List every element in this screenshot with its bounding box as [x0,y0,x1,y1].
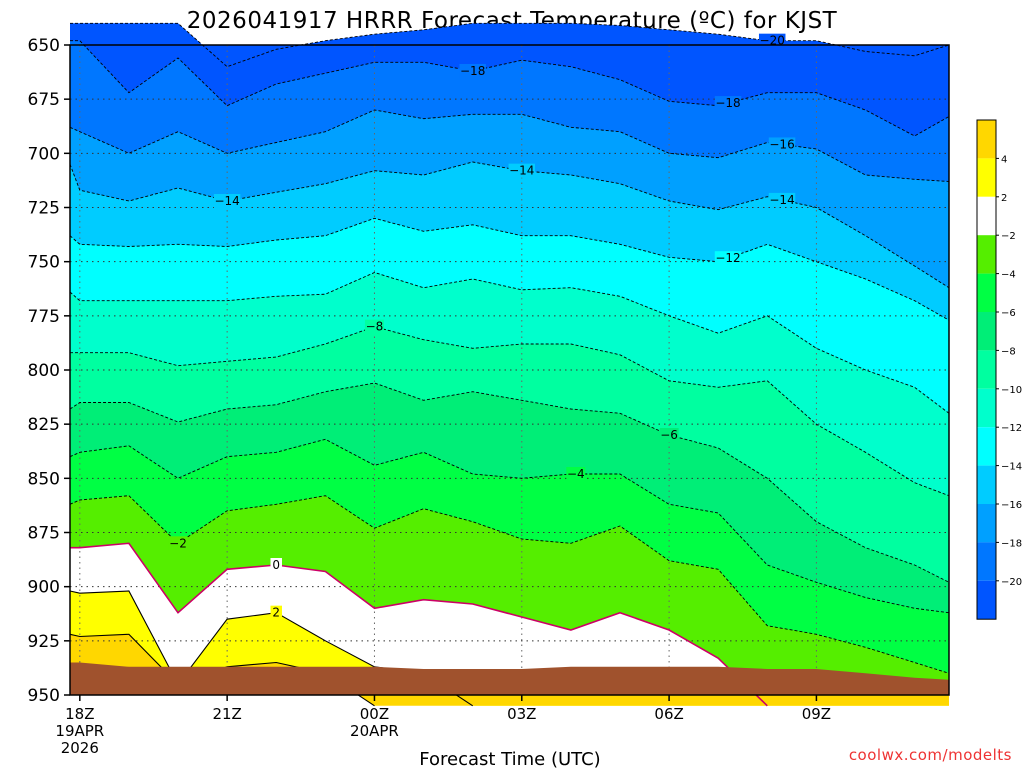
colorbar-label: −18 [1001,538,1022,549]
colorbar-swatch [977,580,996,620]
colorbar-label: −8 [1001,346,1016,357]
isotherm-m16 [69,109,950,182]
contour-label: −18 [460,64,485,78]
contour-label-bg [659,428,679,442]
grid-lines [70,44,949,696]
y-tick-label: 725 [28,199,60,219]
x-tick-label: 00Z [360,705,389,723]
contour-label-bg [714,96,742,111]
colorbar-label: −4 [1001,270,1016,281]
contour-label: 2 [272,606,280,620]
isotherm-m20 [70,22,950,68]
terrain-fill [70,662,949,695]
isotherm-m18 [70,40,950,137]
colorbar-label: −14 [1001,462,1022,473]
colorbar-label: 2 [1001,193,1007,204]
y-tick-label: 925 [28,632,60,652]
contour-label: −14 [214,194,239,208]
y-tick-label: 750 [28,253,60,273]
contour-label-bg [270,558,282,572]
isotherm-m12 [69,217,950,321]
contour-label: 0 [272,558,280,572]
colorbar-swatch [977,542,996,581]
colorbar-swatch [977,158,996,197]
contour-label-bg [168,536,188,551]
isotherm-0 [70,542,768,707]
x-tick-label: 20APR [350,722,399,740]
y-tick-label: 950 [28,686,60,706]
y-tick-label: 800 [28,361,60,381]
colorbar-swatch [977,120,996,159]
contour-label-bg [508,163,536,178]
contour-label: −14 [769,193,794,207]
contour-label: −8 [366,320,384,334]
contour-label: −12 [715,251,740,265]
x-tick-label: 09Z [802,705,831,723]
contour-label-bg [270,605,282,620]
contour-label: −14 [509,164,534,178]
y-tick-label: 675 [28,90,60,110]
y-tick-label: 700 [28,144,60,164]
contour-labels: −20−18−18−16−14−14−14−12−8−6−4−202 [168,33,796,620]
isotherm-m4 [69,438,950,614]
isotherm-m8 [70,326,950,497]
contour-label: −20 [760,34,785,48]
y-tick-label: 825 [28,415,60,435]
contour-label-bg [768,192,796,207]
colorbar-label: −12 [1001,423,1022,434]
x-tick-label: 03Z [507,705,536,723]
colorbar-label: −20 [1001,577,1022,588]
contour-label: −6 [660,428,678,442]
isotherm-m6 [69,382,950,583]
colorbar-swatch [977,273,996,312]
x-tick-label: 18Z [65,705,94,723]
y-axis: 650 675 700 725 750 775 800 825 850 875 900 925 950 [28,36,70,706]
contour-label-bg [714,251,742,266]
x-axis-label: Forecast Time (UTC) [419,749,600,768]
contour-label-bg [213,194,241,208]
colorbar-swatch [977,504,996,543]
colorbar-swatch [977,388,996,428]
y-tick-label: 650 [28,36,60,56]
x-tick-label: 06Z [654,705,683,723]
colorbar-swatch [977,312,996,351]
contour-label-bg [459,64,486,78]
contour-label: −16 [769,137,794,151]
colorbar-swatch [977,427,996,466]
contour-label: −18 [715,96,740,110]
contour-label-bg [566,467,586,481]
colorbar-label: −2 [1001,231,1016,242]
x-tick-label: 19APR [55,722,104,740]
isotherm-m2 [69,495,950,674]
credit-text: coolwx.com/modelts [849,746,1012,764]
isotherm-m14 [69,161,950,289]
colorbar-swatch [977,196,996,236]
colorbar-swatch [977,350,996,389]
contour-fills [70,23,949,706]
contour-label-bg [768,137,796,152]
x-tick-label: 21Z [212,705,241,723]
contour-label-bg [758,33,786,48]
terrain-layer [70,662,949,695]
y-tick-label: 775 [28,307,60,327]
x-tick-label: 2026 [61,739,99,757]
colorbar-swatch [977,465,996,504]
colorbar-label: 4 [1001,154,1007,165]
colorbar: 4 2 −2 −4 −6 −8 −10 −12 −14 −16 −18 −20 [976,119,1022,620]
y-tick-label: 875 [28,524,60,544]
contour-label-bg [364,319,384,334]
colorbar-label: −10 [1001,385,1022,396]
colorbar-label: −6 [1001,308,1016,319]
y-tick-label: 900 [28,578,60,598]
y-tick-label: 850 [28,469,60,489]
contour-label: −2 [169,536,187,550]
colorbar-label: −16 [1001,500,1022,511]
colorbar-swatch [977,235,996,274]
colorbar-frame [976,119,997,620]
contour-label: −4 [567,467,585,481]
